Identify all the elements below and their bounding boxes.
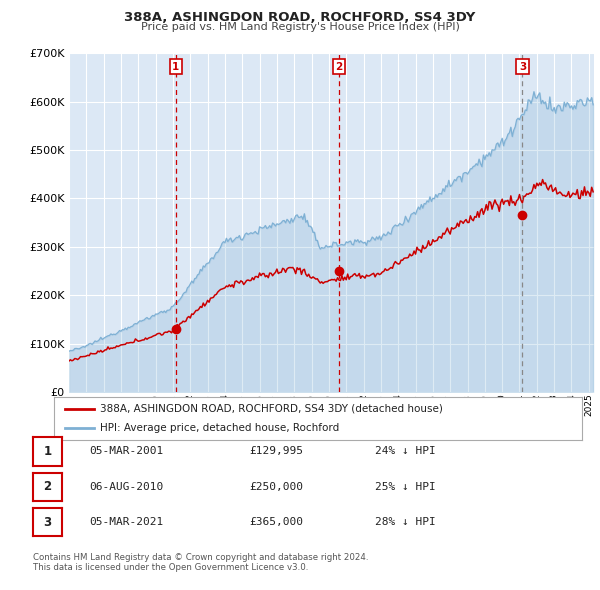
Text: 2: 2 bbox=[43, 480, 52, 493]
Text: 3: 3 bbox=[43, 516, 52, 529]
Text: 28% ↓ HPI: 28% ↓ HPI bbox=[375, 517, 436, 527]
Text: 2: 2 bbox=[335, 61, 343, 71]
Text: 05-MAR-2021: 05-MAR-2021 bbox=[89, 517, 163, 527]
Text: £129,995: £129,995 bbox=[249, 447, 303, 456]
Text: 24% ↓ HPI: 24% ↓ HPI bbox=[375, 447, 436, 456]
Text: This data is licensed under the Open Government Licence v3.0.: This data is licensed under the Open Gov… bbox=[33, 563, 308, 572]
Text: £365,000: £365,000 bbox=[249, 517, 303, 527]
Text: Price paid vs. HM Land Registry's House Price Index (HPI): Price paid vs. HM Land Registry's House … bbox=[140, 22, 460, 32]
Text: 3: 3 bbox=[519, 61, 526, 71]
Text: 1: 1 bbox=[43, 445, 52, 458]
Text: 06-AUG-2010: 06-AUG-2010 bbox=[89, 482, 163, 491]
Text: 1: 1 bbox=[172, 61, 179, 71]
Text: 25% ↓ HPI: 25% ↓ HPI bbox=[375, 482, 436, 491]
Text: 05-MAR-2001: 05-MAR-2001 bbox=[89, 447, 163, 456]
Text: 388A, ASHINGDON ROAD, ROCHFORD, SS4 3DY (detached house): 388A, ASHINGDON ROAD, ROCHFORD, SS4 3DY … bbox=[100, 404, 443, 414]
Text: Contains HM Land Registry data © Crown copyright and database right 2024.: Contains HM Land Registry data © Crown c… bbox=[33, 553, 368, 562]
Text: £250,000: £250,000 bbox=[249, 482, 303, 491]
Text: 388A, ASHINGDON ROAD, ROCHFORD, SS4 3DY: 388A, ASHINGDON ROAD, ROCHFORD, SS4 3DY bbox=[124, 11, 476, 24]
Text: HPI: Average price, detached house, Rochford: HPI: Average price, detached house, Roch… bbox=[100, 422, 340, 432]
